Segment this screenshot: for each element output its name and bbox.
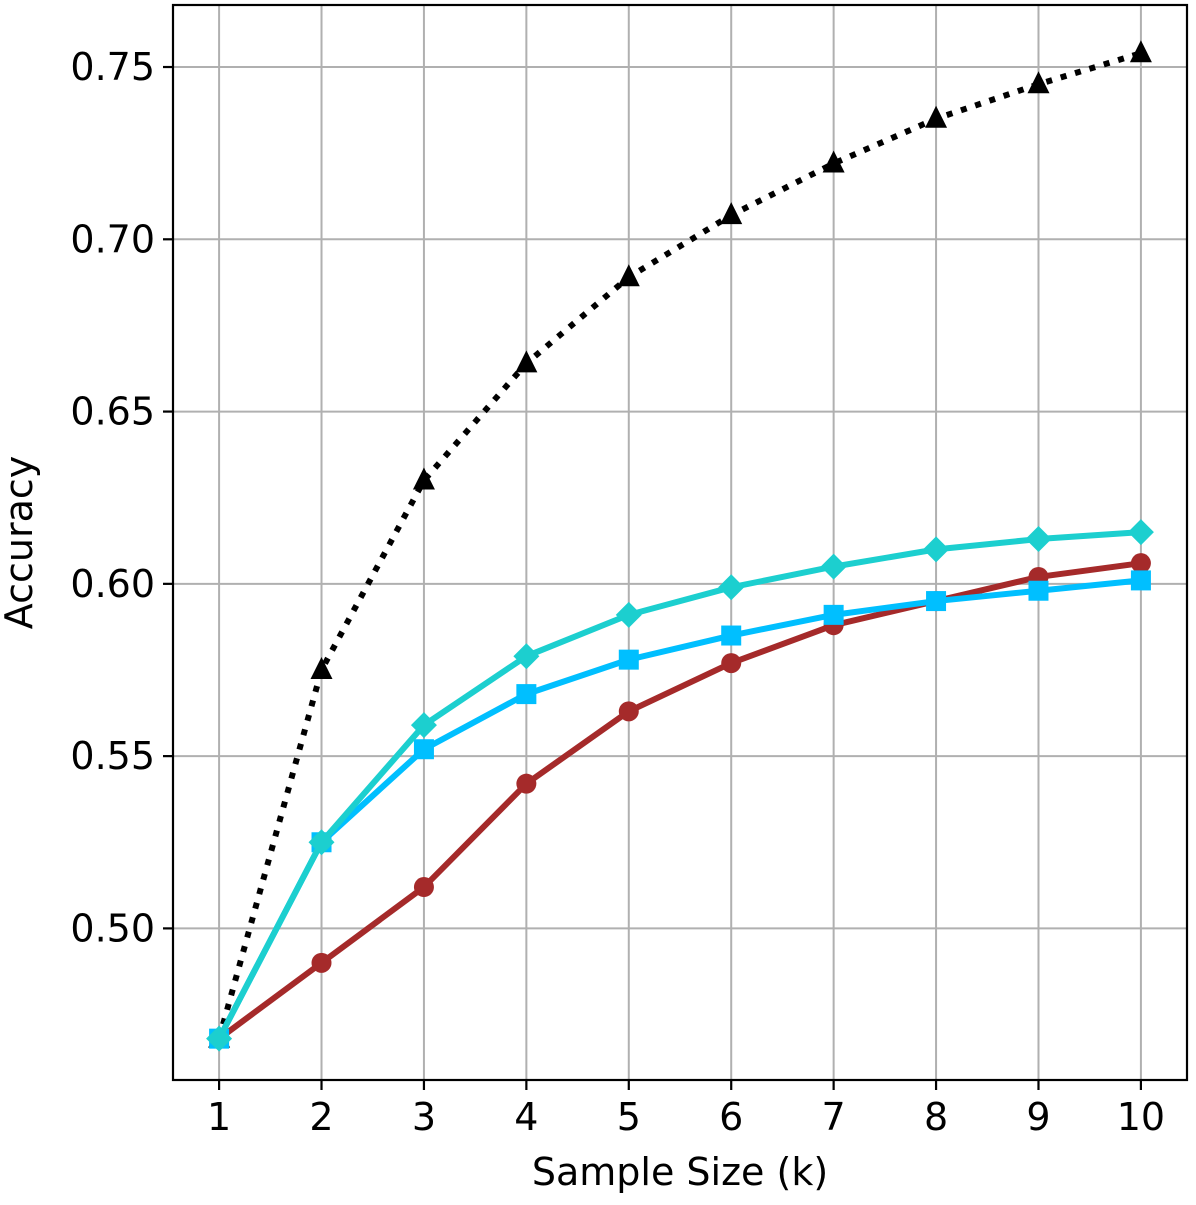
data-point bbox=[618, 701, 639, 722]
data-point bbox=[720, 202, 743, 225]
x-tick-label: 7 bbox=[822, 1095, 846, 1139]
x-tick-label: 10 bbox=[1117, 1095, 1165, 1139]
series-layer bbox=[206, 40, 1154, 1052]
x-tick-label: 5 bbox=[617, 1095, 641, 1139]
y-tick-label: 0.55 bbox=[70, 734, 155, 778]
data-point bbox=[410, 712, 437, 739]
y-axis-label: Accuracy bbox=[0, 456, 41, 630]
y-tick-label: 0.60 bbox=[70, 562, 155, 606]
data-point bbox=[615, 601, 642, 628]
data-point bbox=[721, 625, 742, 646]
data-point bbox=[822, 150, 845, 173]
series-line bbox=[216, 50, 1142, 1040]
x-tick-label: 3 bbox=[412, 1095, 436, 1139]
tick-layer: 1 2 3 4 5 6 7 8 9 10 0.50 0.55 0.60 0.65 0.70 0.75 bbox=[70, 45, 1165, 1139]
data-point bbox=[1129, 40, 1152, 63]
data-point bbox=[311, 952, 332, 973]
data-point bbox=[413, 877, 434, 898]
data-point bbox=[925, 105, 948, 128]
data-point bbox=[1130, 553, 1151, 574]
y-tick-label: 0.50 bbox=[70, 906, 155, 950]
data-point bbox=[1028, 580, 1049, 601]
data-point bbox=[1127, 519, 1154, 546]
data-point bbox=[1130, 570, 1151, 591]
data-point bbox=[820, 553, 847, 580]
data-point bbox=[413, 739, 434, 760]
series-line bbox=[216, 577, 1142, 1041]
data-point bbox=[1027, 71, 1050, 94]
data-point bbox=[718, 574, 745, 601]
data-point bbox=[412, 467, 435, 490]
series-circle bbox=[209, 553, 1151, 1049]
data-point bbox=[618, 649, 639, 670]
series-line bbox=[216, 529, 1142, 1041]
x-tick-label: 1 bbox=[207, 1095, 231, 1139]
series-line bbox=[217, 560, 1142, 1042]
data-point bbox=[617, 264, 640, 287]
data-point bbox=[310, 656, 333, 679]
y-tick-label: 0.65 bbox=[70, 390, 155, 434]
data-point bbox=[206, 1025, 233, 1052]
y-tick-label: 0.75 bbox=[70, 45, 155, 89]
data-point bbox=[721, 653, 742, 674]
data-point bbox=[308, 829, 335, 856]
data-point bbox=[923, 536, 950, 563]
x-tick-label: 6 bbox=[719, 1095, 743, 1139]
data-point bbox=[515, 350, 538, 373]
x-axis-label: Sample Size (k) bbox=[532, 1150, 828, 1194]
data-point bbox=[926, 591, 947, 612]
data-point bbox=[1025, 526, 1052, 553]
y-tick-label: 0.70 bbox=[70, 217, 155, 261]
plot-frame bbox=[171, 3, 1189, 1082]
x-tick-label: 4 bbox=[514, 1095, 538, 1139]
data-point bbox=[823, 604, 844, 625]
x-tick-label: 2 bbox=[309, 1095, 333, 1139]
data-point bbox=[513, 643, 540, 670]
data-point bbox=[516, 684, 537, 705]
x-tick-label: 9 bbox=[1026, 1095, 1050, 1139]
x-tick-label: 8 bbox=[924, 1095, 948, 1139]
data-point bbox=[516, 773, 537, 794]
series-diamond bbox=[206, 519, 1154, 1052]
